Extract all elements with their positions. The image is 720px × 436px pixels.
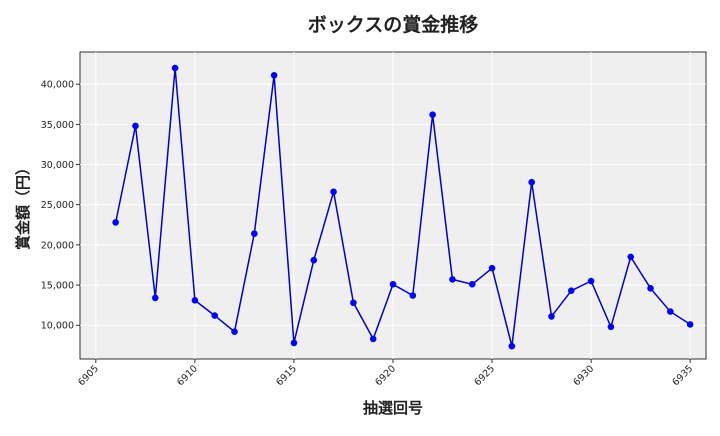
x-tick-label: 6915: [274, 363, 299, 388]
y-tick-label: 35,000: [41, 120, 74, 131]
x-tick-label: 6920: [373, 363, 398, 388]
data-point: [667, 308, 674, 315]
data-point: [251, 230, 258, 237]
x-tick-label: 6935: [670, 363, 695, 388]
y-tick-label: 25,000: [41, 200, 74, 211]
x-tick-label: 6925: [472, 363, 497, 388]
data-point: [528, 178, 535, 186]
data-point: [112, 219, 119, 226]
data-point: [449, 276, 456, 283]
y-tick-label: 20,000: [41, 240, 74, 251]
data-point: [171, 64, 179, 72]
data-point: [191, 297, 199, 304]
data-point: [429, 111, 436, 118]
data-point: [587, 277, 595, 285]
data-point: [151, 294, 159, 302]
data-point: [508, 342, 516, 350]
series-line: [114, 68, 691, 347]
data-point: [290, 339, 298, 347]
data-point: [310, 256, 318, 264]
y-tick-label: 10,000: [41, 321, 74, 332]
x-axis-label: 抽選回号: [363, 399, 423, 417]
y-axis-label: 賞金額（円）: [14, 160, 32, 250]
data-point: [627, 253, 635, 261]
data-point: [468, 280, 476, 288]
data-series: [112, 64, 694, 350]
data-point: [647, 284, 654, 292]
chart-title: ボックスの賞金推移: [308, 13, 478, 36]
x-tick-label: 6910: [175, 363, 200, 388]
data-point: [330, 188, 337, 196]
data-point: [488, 264, 496, 272]
data-point: [567, 287, 575, 294]
x-tick-label: 6930: [571, 363, 596, 388]
data-point: [350, 299, 357, 307]
data-point: [211, 312, 219, 319]
data-point: [607, 323, 615, 331]
data-point: [686, 321, 694, 328]
data-point: [369, 335, 377, 343]
x-tick-label: 6905: [76, 363, 101, 388]
data-point: [409, 292, 417, 299]
data-point: [231, 328, 238, 335]
y-tick-label: 30,000: [41, 160, 74, 171]
data-point: [548, 313, 555, 320]
data-point: [389, 280, 397, 288]
y-tick-label: 40,000: [41, 80, 74, 91]
data-point: [132, 122, 139, 130]
y-tick-label: 15,000: [41, 281, 74, 292]
data-point: [270, 72, 278, 79]
